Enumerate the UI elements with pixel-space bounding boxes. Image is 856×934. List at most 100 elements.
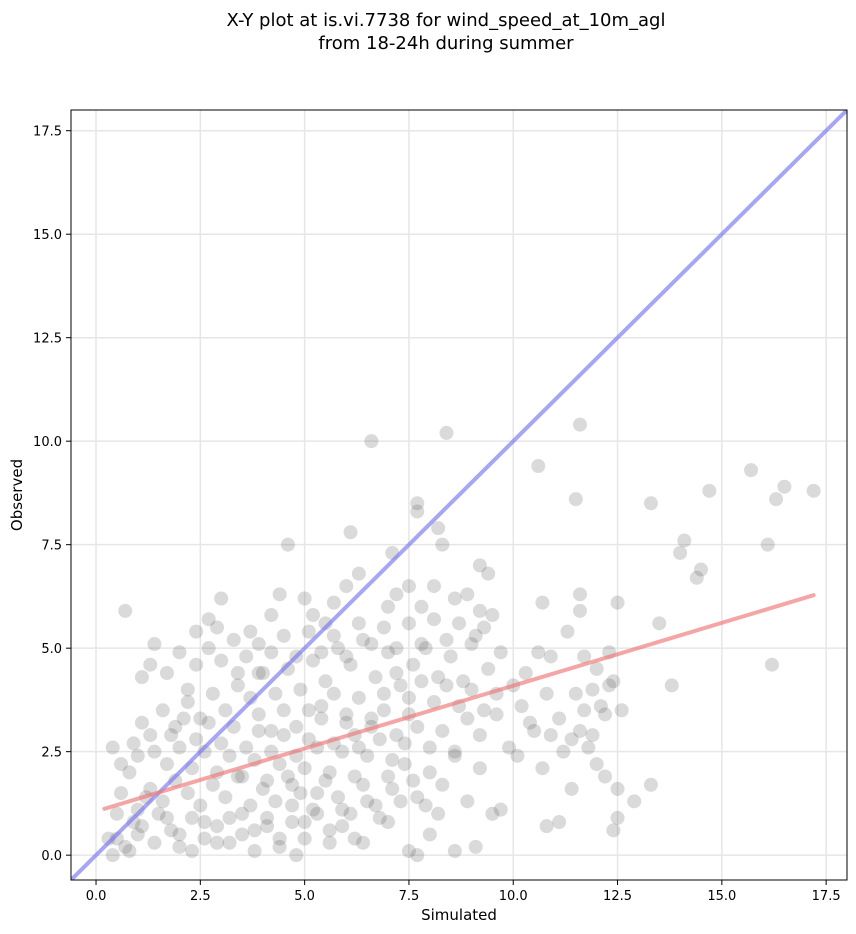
data-point bbox=[126, 736, 141, 751]
data-point bbox=[356, 632, 371, 647]
data-point bbox=[326, 595, 341, 610]
data-point bbox=[301, 732, 316, 747]
data-point bbox=[435, 723, 450, 738]
x-axis-label: Simulated bbox=[421, 906, 497, 924]
data-point bbox=[560, 624, 575, 639]
data-point bbox=[760, 537, 775, 552]
data-point bbox=[431, 806, 446, 821]
data-point bbox=[189, 732, 204, 747]
x-axis-ticks: 0.0 2.5 5.0 7.5 10.0 12.5 15.0 17.5 bbox=[86, 880, 841, 904]
data-point bbox=[272, 839, 287, 854]
data-point bbox=[414, 599, 429, 614]
data-point bbox=[460, 794, 475, 809]
data-point bbox=[343, 657, 358, 672]
data-points bbox=[101, 417, 821, 863]
x-tick-label: 17.5 bbox=[812, 889, 841, 904]
data-point bbox=[510, 748, 525, 763]
data-point bbox=[318, 616, 333, 631]
data-point bbox=[485, 806, 500, 821]
data-point bbox=[105, 740, 120, 755]
data-point bbox=[364, 711, 379, 726]
data-point bbox=[539, 686, 554, 701]
data-point bbox=[314, 699, 329, 714]
data-point bbox=[251, 666, 266, 681]
data-point bbox=[610, 595, 625, 610]
data-point bbox=[314, 711, 329, 726]
data-point bbox=[464, 682, 479, 697]
data-point bbox=[460, 587, 475, 602]
data-point bbox=[255, 666, 270, 681]
data-point bbox=[260, 819, 275, 834]
data-point bbox=[276, 728, 291, 743]
data-point bbox=[439, 632, 454, 647]
data-point bbox=[493, 645, 508, 660]
data-point bbox=[610, 810, 625, 825]
data-point bbox=[285, 777, 300, 792]
data-point bbox=[518, 666, 533, 681]
y-tick-label: 0.0 bbox=[41, 849, 62, 864]
data-point bbox=[243, 690, 258, 705]
data-point bbox=[218, 790, 233, 805]
data-point bbox=[126, 815, 141, 830]
data-point bbox=[230, 678, 245, 693]
data-point bbox=[222, 810, 237, 825]
data-point bbox=[443, 649, 458, 664]
data-point bbox=[205, 777, 220, 792]
chart-title-line-1: X-Y plot at is.vi.7738 for wind_speed_at… bbox=[227, 10, 666, 31]
data-point bbox=[489, 707, 504, 722]
data-point bbox=[297, 761, 312, 776]
data-point bbox=[556, 744, 571, 759]
data-point bbox=[356, 777, 371, 792]
data-point bbox=[806, 483, 821, 498]
data-point bbox=[572, 417, 587, 432]
data-point bbox=[280, 769, 295, 784]
data-point bbox=[360, 748, 375, 763]
data-point bbox=[368, 670, 383, 685]
data-point bbox=[164, 728, 179, 743]
data-point bbox=[280, 661, 295, 676]
data-point bbox=[643, 777, 658, 792]
data-point bbox=[643, 496, 658, 511]
data-point bbox=[460, 711, 475, 726]
data-point bbox=[335, 819, 350, 834]
data-point bbox=[418, 798, 433, 813]
y-tick-label: 7.5 bbox=[41, 539, 62, 554]
data-point bbox=[230, 666, 245, 681]
data-point bbox=[339, 707, 354, 722]
data-point bbox=[693, 562, 708, 577]
data-point bbox=[272, 587, 287, 602]
data-point bbox=[572, 723, 587, 738]
data-point bbox=[285, 798, 300, 813]
data-point bbox=[389, 666, 404, 681]
data-point bbox=[331, 790, 346, 805]
data-point bbox=[593, 699, 608, 714]
x-tick-label: 2.5 bbox=[190, 889, 211, 904]
data-point bbox=[598, 769, 613, 784]
data-point bbox=[364, 637, 379, 652]
data-point bbox=[310, 806, 325, 821]
data-point bbox=[193, 798, 208, 813]
data-point bbox=[218, 703, 233, 718]
data-point bbox=[627, 794, 642, 809]
data-point bbox=[485, 608, 500, 623]
data-point bbox=[247, 844, 262, 859]
data-point bbox=[564, 781, 579, 796]
data-point bbox=[426, 694, 441, 709]
data-point bbox=[426, 612, 441, 627]
data-point bbox=[134, 715, 149, 730]
data-point bbox=[122, 844, 137, 859]
data-point bbox=[543, 728, 558, 743]
data-point bbox=[764, 657, 779, 672]
data-point bbox=[268, 686, 283, 701]
data-point bbox=[201, 612, 216, 627]
data-point bbox=[101, 831, 116, 846]
data-point bbox=[426, 579, 441, 594]
data-point bbox=[347, 769, 362, 784]
data-point bbox=[401, 844, 416, 859]
data-point bbox=[527, 723, 542, 738]
data-point bbox=[376, 620, 391, 635]
data-point bbox=[418, 641, 433, 656]
data-point bbox=[109, 806, 124, 821]
data-point bbox=[210, 835, 225, 850]
data-point bbox=[176, 711, 191, 726]
